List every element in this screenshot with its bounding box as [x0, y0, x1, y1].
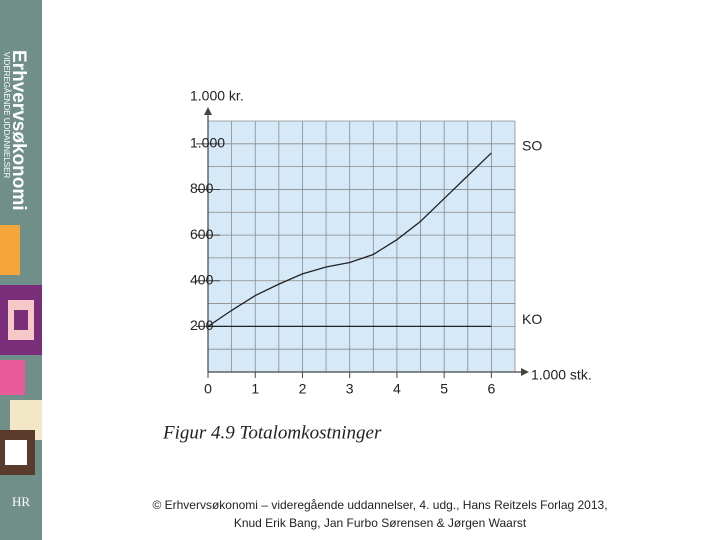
footer-line: Knud Erik Bang, Jan Furbo Sørensen & Jør… — [234, 516, 527, 530]
y-tick-label: 600 — [190, 226, 214, 242]
y-tick-label: 800 — [190, 180, 214, 196]
x-tick-label: 3 — [346, 381, 354, 397]
sidebar-title: Erhvervsøkonomi — [8, 50, 29, 211]
series-line — [207, 152, 492, 327]
x-tick-label: 6 — [487, 381, 495, 397]
x-tick-label: 0 — [204, 381, 212, 397]
logo: HR — [12, 494, 30, 509]
x-tick-label: 1 — [251, 381, 259, 397]
y-axis-arrow — [204, 107, 212, 115]
y-tick-label: 200 — [190, 317, 214, 333]
series-label: SO — [522, 138, 542, 154]
y-axis-label: 1.000 kr. — [190, 88, 244, 104]
y-tick-label: 1.000 — [190, 135, 225, 151]
footer-line: © Erhvervsøkonomi – videregående uddanne… — [152, 498, 607, 512]
x-axis-label: 1.000 stk. — [531, 367, 592, 383]
x-tick-label: 5 — [440, 381, 448, 397]
y-tick-label: 400 — [190, 271, 214, 287]
series-label: KO — [522, 311, 542, 327]
x-tick-label: 4 — [393, 381, 401, 397]
plot-area — [208, 121, 515, 372]
x-tick-label: 2 — [299, 381, 307, 397]
x-axis-arrow — [521, 368, 529, 376]
sidebar-subtitle: VIDEREGÅENDE UDDANNELSER — [2, 52, 11, 178]
caption: Figur 4.9 Totalomkostninger — [162, 422, 382, 443]
sidebar-decor — [0, 225, 42, 475]
